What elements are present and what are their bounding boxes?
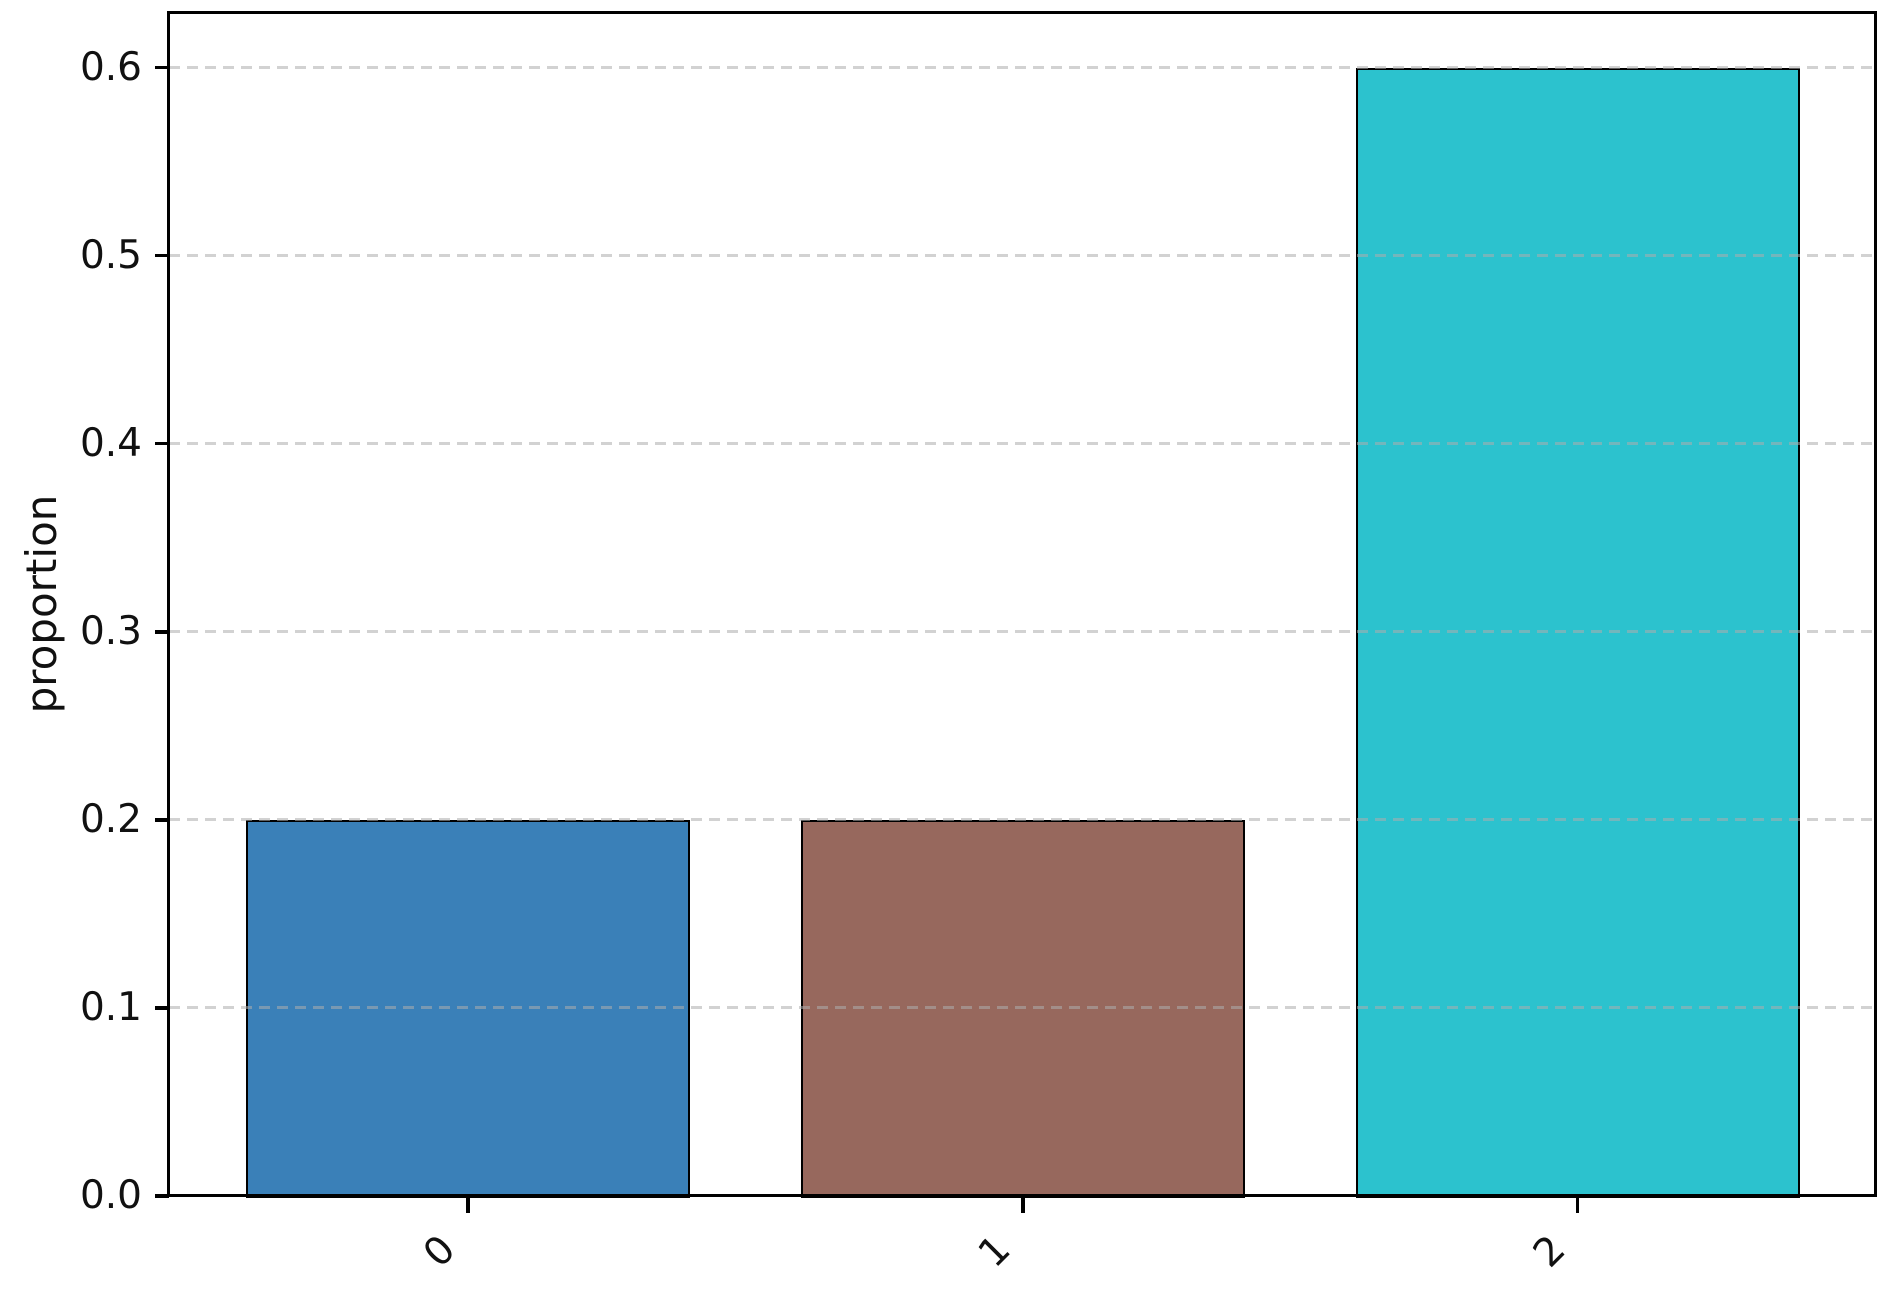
y-tick-mark [155,65,169,70]
y-tick-label: 0.0 [79,1173,142,1218]
y-tick-label: 0.5 [79,232,142,278]
y-tick-mark [155,441,169,446]
y-tick-label: 0.3 [79,608,142,654]
gridline [169,442,1875,446]
y-tick-mark [155,1006,169,1010]
x-tick-mark [1575,1197,1580,1213]
x-tick-mark [1021,1197,1025,1213]
y-tick-label: 0.2 [79,796,142,842]
y-tick-label: 0.4 [79,420,142,466]
x-tick-label: 1 [969,1226,1020,1277]
y-tick-mark [155,1194,169,1198]
gridline [169,630,1875,634]
y-axis-title: proportion [17,494,66,714]
y-tick-label: 0.6 [79,44,142,90]
y-tick-mark [155,630,169,634]
gridline [169,66,1875,70]
y-tick-mark [155,253,169,258]
y-tick-mark [155,818,169,822]
x-tick-label: 0 [414,1226,465,1277]
x-tick-mark [466,1197,470,1213]
y-tick-label: 0.1 [79,984,142,1030]
x-tick-label: 2 [1524,1226,1574,1277]
gridline [169,818,1875,822]
gridline [169,1006,1875,1010]
gridline [169,254,1875,258]
